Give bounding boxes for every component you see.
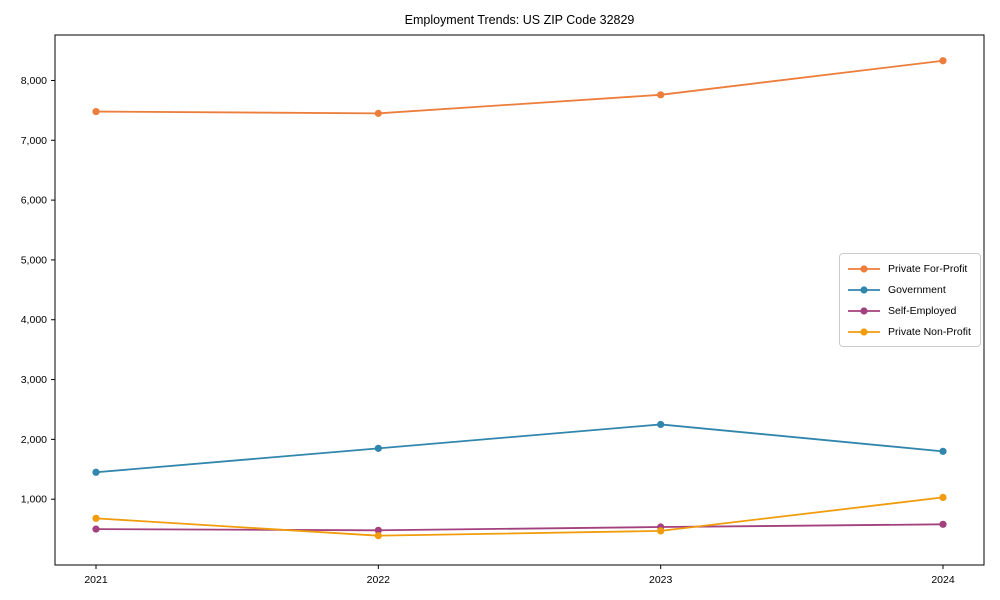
legend-item: Private Non-Profit (847, 324, 973, 340)
data-point (657, 91, 665, 99)
data-point (939, 447, 947, 455)
legend-marker-icon (848, 264, 880, 273)
y-tick-label: 1,000 (21, 494, 47, 506)
plot-border (54, 34, 985, 566)
y-tick-label: 4,000 (21, 314, 47, 326)
data-point (657, 527, 665, 535)
legend-dot (860, 306, 868, 315)
legend-label: Government (888, 283, 946, 296)
legend: Private For-Profit Government Self-Employe… (839, 253, 981, 347)
legend-label: Private For-Profit (888, 262, 968, 275)
chart-title: Employment Trends: US ZIP Code 32829 (404, 13, 635, 27)
y-tick-label: 3,000 (21, 374, 47, 386)
legend-dot (860, 285, 868, 294)
legend-item: Private For-Profit (847, 261, 973, 277)
y-tick-label: 6,000 (21, 195, 47, 207)
data-point (92, 468, 100, 476)
y-tick-label: 8,000 (21, 75, 47, 87)
data-point (374, 444, 382, 452)
data-point (92, 107, 100, 116)
y-tick-label: 7,000 (21, 135, 47, 147)
x-tick-label: 2023 (649, 574, 673, 586)
legend-dot (860, 264, 868, 273)
legend-dot (860, 327, 868, 336)
data-point (374, 109, 382, 117)
y-tick-label: 2,000 (21, 434, 47, 446)
legend-label: Private Non-Profit (888, 325, 971, 338)
line-series (95, 523, 944, 532)
data-point (374, 532, 382, 540)
x-tick-label: 2022 (367, 574, 391, 586)
line-series (95, 423, 944, 474)
data-point (657, 420, 665, 429)
data-point (939, 493, 947, 502)
line-series (95, 59, 944, 115)
data-point (939, 57, 947, 65)
legend-marker-icon (848, 306, 880, 315)
line-series (95, 496, 944, 537)
legend-item: Government (847, 282, 973, 298)
legend-label: Self-Employed (888, 304, 957, 317)
legend-item: Self-Employed (847, 303, 973, 319)
data-point (939, 520, 947, 528)
x-tick-label: 2024 (931, 574, 955, 586)
data-point (374, 526, 382, 534)
legend-marker-icon (848, 327, 880, 336)
legend-marker-icon (848, 285, 880, 294)
x-tick-label: 2021 (84, 574, 108, 586)
y-tick-label: 5,000 (21, 254, 47, 266)
data-point (92, 514, 100, 522)
data-point (92, 525, 100, 533)
